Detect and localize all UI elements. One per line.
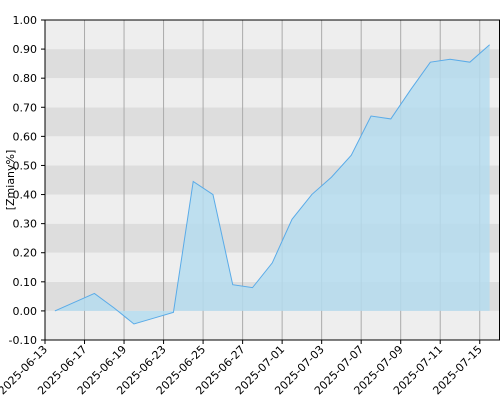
y-tick-label: 0.10	[13, 276, 38, 289]
y-tick-label: 1.00	[13, 14, 38, 27]
y-tick-label: 0.60	[13, 130, 38, 143]
y-tick-label: 0.20	[13, 247, 38, 260]
area-fill	[54, 44, 490, 325]
y-tick-label: 0.30	[13, 218, 38, 231]
y-tick-label: 0.70	[13, 101, 38, 114]
y-tick-label: -0.10	[9, 334, 37, 347]
y-tick-label: 0.50	[13, 159, 38, 172]
y-axis-label: [Zmiany%]	[4, 150, 17, 211]
grid-band	[45, 310, 500, 340]
area-line	[54, 44, 490, 325]
y-tick-label: 0.80	[13, 72, 38, 85]
y-tick-label: 0.00	[13, 305, 38, 318]
y-tick-label: 0.90	[13, 43, 38, 56]
y-tick-label: 0.40	[13, 189, 38, 202]
grid-band	[45, 20, 500, 50]
